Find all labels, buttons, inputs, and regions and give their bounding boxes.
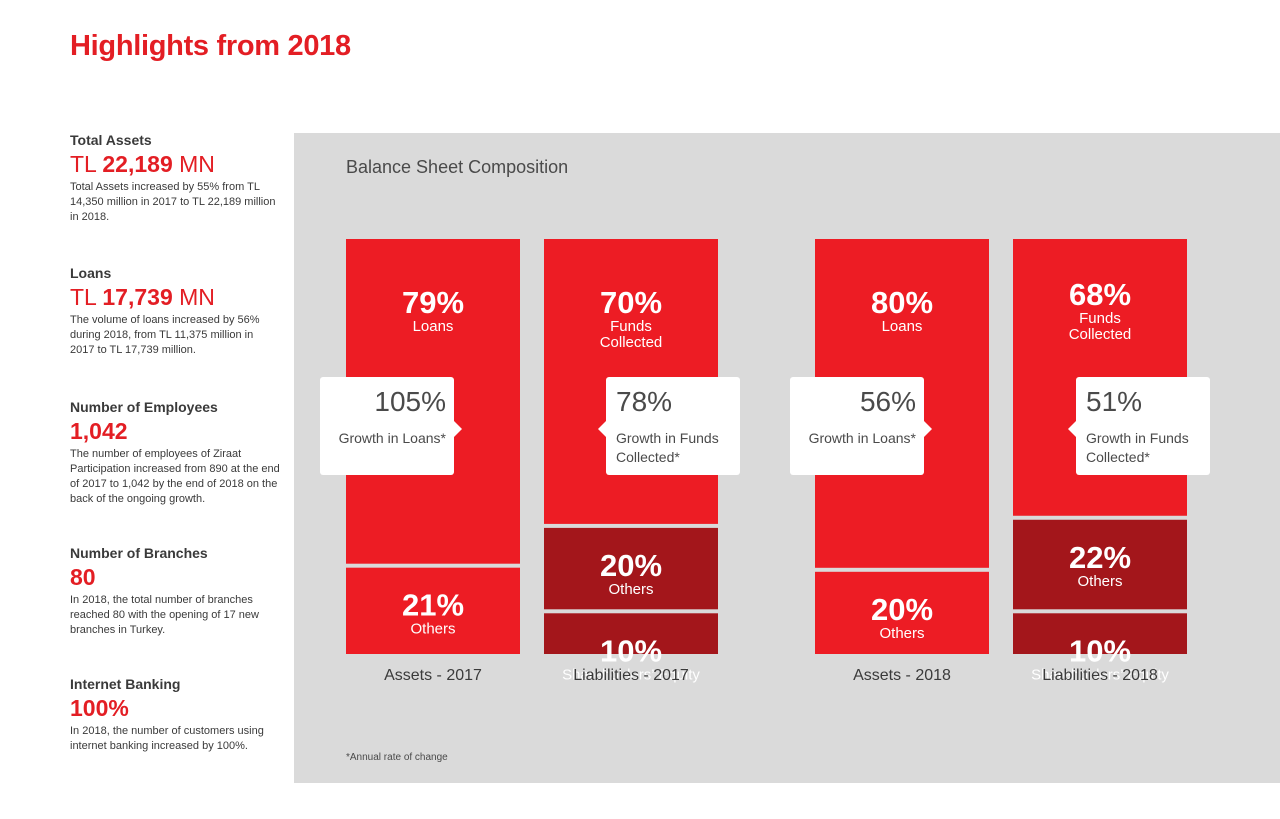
highlight-loans: Loans TL 17,739 MN The volume of loans i…: [70, 265, 280, 358]
segment-name-label: Others: [879, 625, 924, 642]
highlight-description: Total Assets increased by 55% from TL 14…: [70, 181, 276, 223]
value-prefix: TL: [70, 151, 103, 177]
value-number: 17,739: [102, 284, 173, 310]
value-number: 80: [70, 564, 96, 590]
segment-name-label: Others: [608, 581, 653, 598]
value-suffix: MN: [172, 151, 215, 177]
growth-callout: 56% Growth in Loans*: [790, 377, 932, 475]
x-axis-label: Assets - 2018: [853, 667, 951, 684]
value-suffix: MN: [172, 284, 215, 310]
segment-name-label: Others: [1077, 573, 1122, 590]
balance-sheet-panel: Balance Sheet Composition 79% Loans 21% Oth…: [294, 133, 1280, 783]
growth-callout-text: Growth in Funds Collected*: [616, 430, 719, 465]
segment-percent-label: 68%: [1069, 277, 1131, 312]
highlight-description: In 2018, the total number of branches re…: [70, 594, 259, 636]
highlight-value: 1,042: [70, 418, 280, 445]
segment-percent-label: 79%: [402, 285, 464, 320]
highlight-description: The number of employees of Ziraat Partic…: [70, 448, 280, 505]
highlight-value: 100%: [70, 695, 280, 722]
bar-segment-others: [1013, 519, 1187, 610]
chart-title: Balance Sheet Composition: [346, 157, 569, 177]
highlight-label: Loans: [70, 265, 112, 281]
segment-percent-label: 80%: [871, 285, 933, 320]
segment-name-label: Collected: [1069, 326, 1132, 343]
highlight-internet-banking: Internet Banking 100% In 2018, the numbe…: [70, 676, 280, 754]
x-axis-label: Liabilities - 2018: [1042, 667, 1158, 684]
bar-segment-others: [544, 527, 718, 610]
growth-callout-value: 78%: [616, 386, 673, 417]
growth-callout-value: 51%: [1086, 386, 1143, 417]
highlight-label: Total Assets: [70, 132, 152, 148]
highlight-employees: Number of Employees 1,042 The number of …: [70, 399, 280, 507]
footnote: *Annual rate of change: [346, 752, 448, 763]
growth-callout-text: Growth in Loans*: [338, 430, 446, 446]
highlight-description: The volume of loans increased by 56% dur…: [70, 314, 260, 356]
growth-callout: 78% Growth in Funds Collected*: [598, 377, 740, 475]
value-prefix: TL: [70, 284, 103, 310]
growth-callout-text: Growth in Funds Collected*: [1086, 430, 1189, 465]
segment-percent-label: 20%: [871, 592, 933, 627]
bar-segment-others: [346, 567, 520, 654]
highlight-value: TL 22,189 MN: [70, 151, 280, 178]
highlight-branches: Number of Branches 80 In 2018, the total…: [70, 545, 280, 638]
highlight-label: Internet Banking: [70, 676, 181, 692]
highlight-description: In 2018, the number of customers using i…: [70, 725, 264, 752]
segment-percent-label: 70%: [600, 285, 662, 320]
growth-callout-text: Growth in Loans*: [808, 430, 916, 446]
value-number: 100%: [70, 695, 129, 721]
segment-name-label: Shareholders’ Equity: [1031, 666, 1169, 683]
segment-name-label: Loans: [413, 318, 454, 335]
highlight-value: TL 17,739 MN: [70, 284, 280, 311]
growth-callout-value: 56%: [859, 386, 916, 417]
x-axis-label: Liabilities - 2017: [573, 667, 689, 684]
segment-name-label: Funds: [610, 318, 652, 335]
highlight-total-assets: Total Assets TL 22,189 MN Total Assets i…: [70, 132, 280, 225]
highlight-label: Number of Employees: [70, 399, 218, 415]
page-title: Highlights from 2018: [70, 30, 351, 62]
segment-name-label: Shareholders’ Equity: [562, 666, 700, 683]
x-axis-label: Assets - 2017: [384, 667, 482, 684]
value-number: 1,042: [70, 418, 128, 444]
segment-name-label: Loans: [882, 318, 923, 335]
segment-percent-label: 21%: [402, 588, 464, 623]
segment-percent-label: 20%: [600, 548, 662, 583]
segment-name-label: Others: [410, 621, 455, 638]
bar-segment-shareholders-equity: [544, 613, 718, 654]
segment-name-label: Collected: [600, 334, 663, 351]
bar-segment-shareholders-equity: [1013, 613, 1187, 654]
growth-callout: 105% Growth in Loans*: [320, 377, 462, 475]
value-number: 22,189: [102, 151, 173, 177]
segment-name-label: Funds: [1079, 310, 1121, 327]
segment-percent-label: 10%: [1069, 633, 1131, 668]
bar-segment-others: [815, 571, 989, 654]
segment-percent-label: 22%: [1069, 540, 1131, 575]
segment-percent-label: 10%: [600, 633, 662, 668]
highlight-value: 80: [70, 564, 280, 591]
highlight-label: Number of Branches: [70, 545, 208, 561]
growth-callout-value: 105%: [374, 386, 446, 417]
growth-callout: 51% Growth in Funds Collected*: [1068, 377, 1210, 475]
